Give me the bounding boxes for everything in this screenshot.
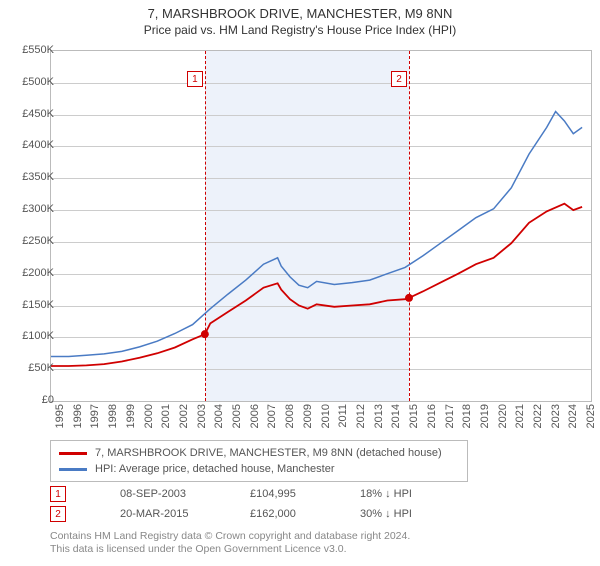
series-hpi — [51, 112, 582, 357]
x-axis-label: 1995 — [54, 404, 66, 434]
x-axis-label: 2008 — [284, 404, 296, 434]
y-axis-label: £550K — [6, 44, 54, 56]
legend-item-hpi: HPI: Average price, detached house, Manc… — [59, 461, 459, 477]
x-axis-label: 2018 — [461, 404, 473, 434]
page-title: 7, MARSHBROOK DRIVE, MANCHESTER, M9 8NN — [0, 6, 600, 21]
x-axis-label: 2002 — [178, 404, 190, 434]
sale-marker-box: 2 — [50, 506, 66, 522]
y-axis-label: £400K — [6, 139, 54, 151]
y-axis-label: £500K — [6, 76, 54, 88]
y-axis-label: £450K — [6, 108, 54, 120]
x-axis-label: 1999 — [125, 404, 137, 434]
x-axis-label: 2012 — [355, 404, 367, 434]
x-axis-label: 1997 — [89, 404, 101, 434]
x-axis-label: 2000 — [143, 404, 155, 434]
x-axis-label: 2014 — [390, 404, 402, 434]
footnote-line: Contains HM Land Registry data © Crown c… — [50, 530, 410, 543]
x-axis-label: 1998 — [107, 404, 119, 434]
legend-item-price-paid: 7, MARSHBROOK DRIVE, MANCHESTER, M9 8NN … — [59, 445, 459, 461]
y-axis-label: £150K — [6, 299, 54, 311]
sale-marker-box: 1 — [50, 486, 66, 502]
chart-area: 12 — [50, 50, 592, 402]
sale-dot — [405, 294, 413, 302]
sale-date: 08-SEP-2003 — [120, 488, 220, 500]
sale-diff: 30% ↓ HPI — [360, 508, 412, 520]
y-axis-label: £300K — [6, 203, 54, 215]
x-axis-label: 2019 — [479, 404, 491, 434]
x-axis-label: 2009 — [302, 404, 314, 434]
sale-diff: 18% ↓ HPI — [360, 488, 412, 500]
x-axis-label: 2004 — [213, 404, 225, 434]
chart-svg — [51, 51, 591, 401]
sale-price: £162,000 — [250, 508, 330, 520]
legend-label: 7, MARSHBROOK DRIVE, MANCHESTER, M9 8NN … — [95, 445, 442, 461]
x-axis-label: 2022 — [532, 404, 544, 434]
sale-dot — [201, 330, 209, 338]
legend-label: HPI: Average price, detached house, Manc… — [95, 461, 335, 477]
x-axis-label: 2003 — [196, 404, 208, 434]
sale-date: 20-MAR-2015 — [120, 508, 220, 520]
x-axis-label: 2005 — [231, 404, 243, 434]
x-axis-label: 2020 — [497, 404, 509, 434]
sale-price: £104,995 — [250, 488, 330, 500]
y-axis-label: £100K — [6, 330, 54, 342]
x-axis-label: 2025 — [585, 404, 597, 434]
x-axis-label: 2007 — [266, 404, 278, 434]
x-axis-label: 2001 — [160, 404, 172, 434]
y-axis-label: £250K — [6, 235, 54, 247]
x-axis-label: 2013 — [373, 404, 385, 434]
series-price_paid — [51, 204, 582, 366]
footnote: Contains HM Land Registry data © Crown c… — [50, 530, 410, 556]
footnote-line: This data is licensed under the Open Gov… — [50, 543, 410, 556]
y-axis-label: £200K — [6, 267, 54, 279]
x-axis-label: 2021 — [514, 404, 526, 434]
page-subtitle: Price paid vs. HM Land Registry's House … — [0, 23, 600, 37]
sales-table: 1 08-SEP-2003 £104,995 18% ↓ HPI 2 20-MAR-201… — [50, 484, 442, 524]
x-axis-label: 2016 — [426, 404, 438, 434]
y-axis-label: £350K — [6, 171, 54, 183]
x-axis-label: 2015 — [408, 404, 420, 434]
x-axis-label: 2024 — [567, 404, 579, 434]
x-axis-label: 2017 — [444, 404, 456, 434]
y-axis-label: £0 — [6, 394, 54, 406]
x-axis-label: 2010 — [320, 404, 332, 434]
y-axis-label: £50K — [6, 362, 54, 374]
x-axis-label: 2023 — [550, 404, 562, 434]
legend-box: 7, MARSHBROOK DRIVE, MANCHESTER, M9 8NN … — [50, 440, 468, 482]
x-axis-label: 2011 — [337, 404, 349, 434]
x-axis-label: 2006 — [249, 404, 261, 434]
sale-row: 1 08-SEP-2003 £104,995 18% ↓ HPI — [50, 484, 442, 504]
x-axis-label: 1996 — [72, 404, 84, 434]
sale-row: 2 20-MAR-2015 £162,000 30% ↓ HPI — [50, 504, 442, 524]
